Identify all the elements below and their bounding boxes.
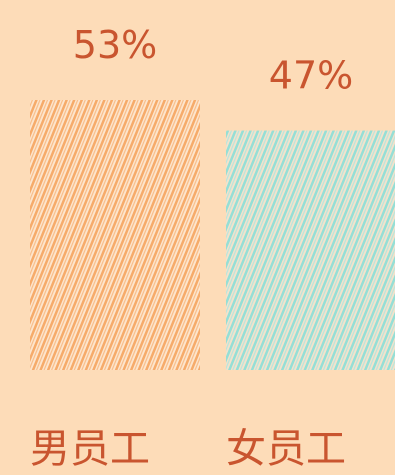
category-label-female: 女员工 <box>226 426 346 472</box>
bar-female <box>226 130 395 370</box>
value-label-female: 47% <box>269 54 353 98</box>
bar-male <box>30 100 200 370</box>
value-label-male: 53% <box>73 23 157 67</box>
bars-group <box>30 100 395 370</box>
category-label-male: 男员工 <box>30 426 150 472</box>
category-labels-group: 男员工 女员工 <box>30 426 346 472</box>
value-labels-group: 53% 47% <box>73 23 353 98</box>
